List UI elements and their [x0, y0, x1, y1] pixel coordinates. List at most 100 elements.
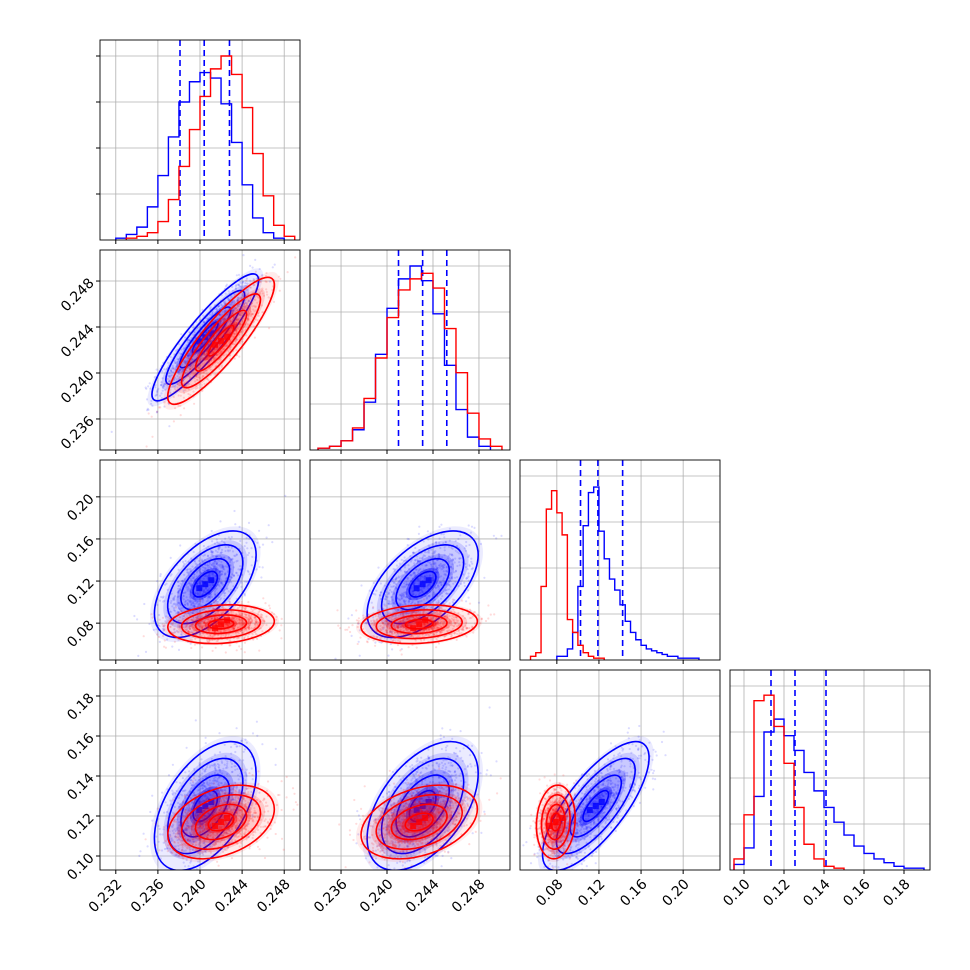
scatter-point [398, 624, 401, 627]
scatter-point [244, 282, 247, 285]
scatter-point [206, 568, 209, 572]
scatter-point [212, 355, 215, 358]
scatter-point [192, 390, 195, 393]
scatter-point [207, 635, 210, 638]
scatter-point [217, 352, 220, 355]
scatter-point [231, 312, 234, 315]
scatter-point [161, 389, 164, 392]
scatter-point [410, 588, 413, 591]
scatter-point [183, 382, 186, 385]
scatter-point [222, 319, 225, 322]
scatter-point [438, 555, 441, 559]
scatter-point [214, 560, 217, 563]
scatter-point [432, 616, 435, 620]
scatter-point [237, 283, 240, 286]
scatter-point [219, 321, 222, 324]
scatter-point [253, 304, 256, 307]
scatter-point [201, 596, 204, 600]
scatter-point [424, 564, 427, 567]
scatter-point [231, 301, 234, 304]
scatter-point [171, 631, 174, 634]
scatter-point [206, 555, 210, 558]
scatter-point [234, 339, 237, 342]
scatter-point [426, 530, 429, 533]
scatter-point [205, 628, 208, 631]
scatter-point [227, 349, 230, 352]
scatter-point [236, 637, 239, 640]
scatter-point [187, 560, 190, 564]
scatter-point [193, 643, 197, 646]
scatter-point [188, 593, 191, 596]
scatter-point [198, 582, 201, 585]
scatter-point [219, 578, 222, 581]
scatter-point [213, 319, 217, 322]
scatter-point [165, 621, 168, 624]
scatter-point [186, 355, 189, 358]
scatter-point [187, 352, 190, 355]
scatter-point [387, 603, 390, 606]
scatter-point [196, 592, 200, 595]
scatter-point [391, 598, 394, 601]
scatter-point [468, 563, 471, 567]
scatter-point [235, 321, 238, 324]
scatter-point [207, 613, 210, 617]
scatter-point [228, 556, 231, 559]
scatter-point [221, 566, 224, 569]
scatter-point [208, 367, 211, 370]
scatter-point [268, 280, 272, 283]
scatter-point [208, 333, 211, 336]
scatter-point [398, 598, 401, 601]
scatter-point [209, 306, 212, 309]
scatter-point [218, 343, 221, 347]
scatter-point [442, 590, 445, 593]
scatter-point [187, 611, 190, 614]
scatter-point [214, 319, 217, 322]
scatter-point [255, 620, 258, 623]
scatter-point [264, 602, 267, 605]
scatter-point [178, 372, 181, 375]
scatter-point [248, 623, 251, 627]
scatter-point [163, 397, 167, 400]
scatter-point [221, 612, 224, 615]
scatter-point [222, 566, 225, 569]
scatter-point [233, 317, 236, 320]
scatter-point [183, 628, 186, 631]
scatter-point [375, 589, 378, 592]
scatter-point [217, 548, 220, 551]
scatter-point [172, 598, 175, 602]
scatter-point [201, 626, 204, 629]
scatter-point [403, 601, 406, 604]
contour-line [194, 309, 248, 372]
scatter-point [206, 618, 209, 621]
scatter-point [217, 325, 220, 328]
scatter-point [454, 580, 457, 584]
scatter-point [256, 621, 259, 624]
scatter-point [188, 368, 191, 371]
scatter-point [223, 318, 226, 321]
scatter-point [216, 551, 219, 554]
scatter-point [423, 595, 427, 598]
scatter-point [215, 587, 218, 590]
scatter-point [215, 347, 218, 351]
scatter-point [225, 353, 228, 356]
scatter-point [156, 580, 159, 583]
scatter-point [165, 383, 168, 386]
scatter-point [203, 624, 206, 627]
scatter-point [173, 386, 176, 389]
scatter-point [171, 366, 174, 370]
scatter-point [164, 583, 167, 586]
scatter-point [217, 543, 220, 546]
scatter-point [176, 364, 179, 368]
scatter-point [171, 623, 174, 626]
scatter-point [186, 622, 189, 626]
scatter-point [433, 575, 436, 578]
scatter-point [418, 560, 421, 563]
scatter-point [407, 601, 410, 604]
scatter-point [203, 364, 206, 367]
scatter-point [275, 615, 278, 619]
scatter-point [205, 358, 208, 361]
scatter-point [243, 594, 247, 597]
scatter-point [236, 299, 239, 302]
scatter-point [191, 350, 194, 353]
scatter-point [183, 407, 186, 410]
